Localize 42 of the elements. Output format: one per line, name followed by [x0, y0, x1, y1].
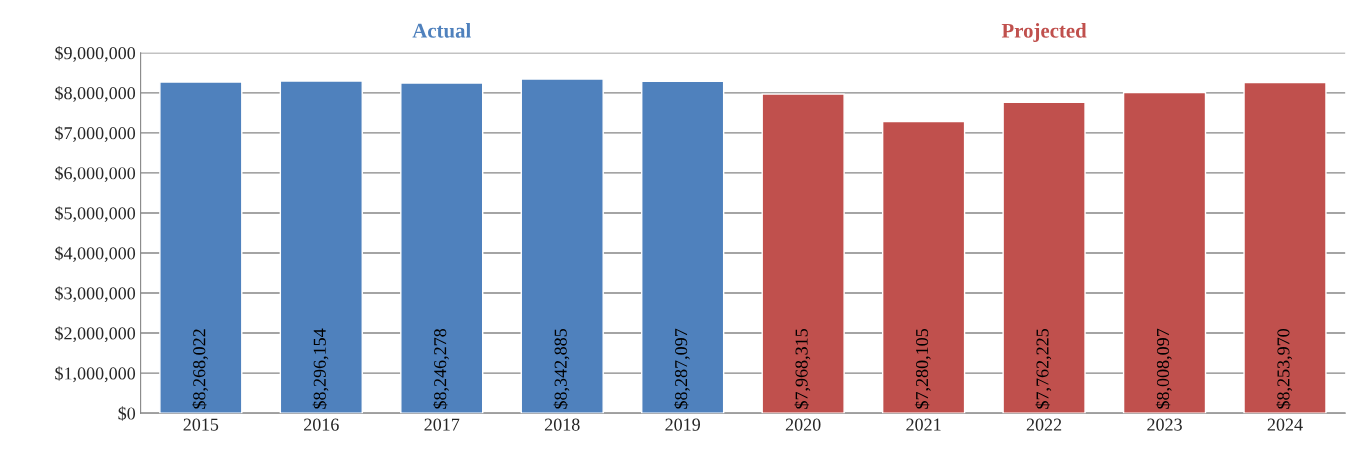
- x-tick-label: 2022: [1026, 418, 1062, 431]
- y-tick-label: $0: [118, 406, 136, 421]
- text: Projected: [1001, 23, 1087, 42]
- x-tick-label: 2016: [304, 418, 339, 431]
- x-tick-label: 2023: [1147, 418, 1182, 431]
- y-tick-label: $3,000,000: [55, 286, 136, 303]
- y-tick-label: $9,000,000: [55, 45, 136, 62]
- y-tick-label: $2,000,000: [55, 326, 136, 343]
- data-label: $8,268,022: [192, 329, 208, 409]
- data-label: $8,342,885: [553, 328, 570, 409]
- data-label: $7,762,225: [1035, 328, 1052, 409]
- y-tick-label: $5,000,000: [55, 206, 136, 222]
- x-tick-label: 2021: [906, 418, 941, 431]
- x-tick-label: 2017: [424, 418, 460, 431]
- x-tick-label: 2020: [785, 418, 821, 431]
- y-tick-label: $1,000,000: [55, 366, 136, 383]
- data-label: $8,296,154: [312, 328, 329, 409]
- y-tick-label: $7,000,000: [55, 126, 136, 142]
- x-tick-label: 2019: [665, 418, 701, 431]
- bar: [1243, 81, 1327, 414]
- y-tick-label: $4,000,000: [55, 246, 136, 263]
- x-tick-label: 2015: [183, 418, 219, 431]
- bar: [1122, 91, 1207, 414]
- x-tick-label: 2024: [1267, 418, 1303, 431]
- bar: [761, 93, 845, 414]
- bar: [279, 80, 363, 414]
- x-tick-label: 2018: [544, 418, 580, 431]
- y-tick-label: $8,000,000: [55, 86, 136, 102]
- bar: [881, 120, 966, 414]
- data-label: $8,246,278: [433, 328, 449, 409]
- y-tick-label: $6,000,000: [55, 166, 136, 182]
- bar: [641, 80, 725, 414]
- data-label: $8,287,097: [673, 328, 690, 409]
- data-label: $8,008,097: [1155, 328, 1172, 409]
- text: Actual: [412, 23, 471, 38]
- data-label: $7,280,105: [914, 328, 931, 409]
- data-label: $7,968,315: [794, 328, 811, 409]
- bar: [159, 81, 243, 414]
- data-label: $8,253,970: [1276, 328, 1293, 409]
- bar: [520, 78, 604, 414]
- bar: [1002, 101, 1086, 414]
- bar: [400, 82, 484, 414]
